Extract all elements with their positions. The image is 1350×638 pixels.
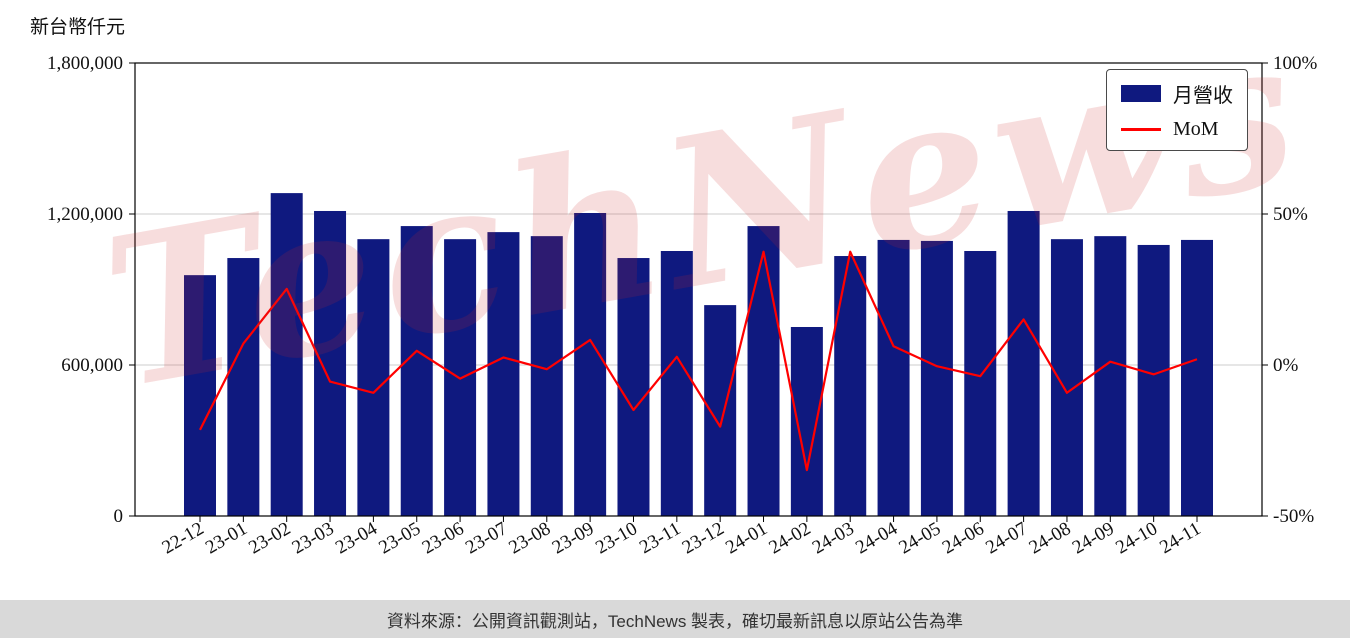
x-tick-label-23-03: 23-03: [289, 518, 338, 558]
legend-item-mom: MoM: [1121, 118, 1233, 141]
legend-label-revenue: 月營收: [1173, 85, 1233, 107]
legend-item-revenue: 月營收: [1121, 79, 1233, 108]
x-tick-label-24-01: 24-01: [722, 518, 771, 558]
x-tick-label-23-02: 23-02: [245, 518, 294, 558]
x-tick-label-23-09: 23-09: [549, 518, 598, 558]
bar-23-10: [617, 258, 650, 516]
bar-23-07: [487, 232, 520, 516]
x-tick-label-23-07: 23-07: [462, 518, 511, 558]
bar-24-07: [1007, 210, 1040, 517]
bar-24-01: [747, 226, 780, 516]
bar-23-04: [357, 239, 390, 516]
bar-24-09: [1094, 236, 1127, 516]
bar-24-11: [1181, 239, 1213, 516]
bar-24-10: [1137, 244, 1170, 516]
bar-24-04: [877, 239, 910, 516]
x-tick-label-23-05: 23-05: [375, 518, 424, 558]
x-tick-label-24-08: 24-08: [1026, 518, 1075, 558]
bar-24-05: [920, 240, 953, 516]
bar-23-08: [530, 236, 563, 516]
source-footer: 資料來源：公開資訊觀測站，TechNews 製表，確切最新訊息以原站公告為準: [0, 600, 1350, 638]
x-tick-label-23-06: 23-06: [419, 518, 468, 558]
bar-23-02: [270, 193, 303, 516]
revenue-mom-chart: 0 600,000 1,200,000 1,800,000 -50% 0% 50% 100% 2…: [47, 53, 1318, 559]
x-tick-label-24-09: 24-09: [1069, 518, 1118, 558]
left-axis-tick-label: 0: [114, 506, 124, 527]
mom-line: [199, 250, 1198, 472]
bar-24-02: [790, 326, 823, 516]
legend-label-mom: MoM: [1173, 118, 1219, 140]
x-tick-label-22-12: 22-12: [159, 518, 208, 558]
x-tick-label-23-08: 23-08: [505, 518, 554, 558]
right-axis-tick-label: 50%: [1273, 204, 1308, 225]
bar-23-01: [227, 258, 260, 516]
y-axis-unit-label: 新台幣仟元: [30, 17, 126, 38]
right-axis-tick-label: 0%: [1273, 355, 1299, 376]
x-tick-label-23-12: 23-12: [679, 518, 728, 558]
bar-23-11: [660, 250, 693, 516]
x-tick-label-23-01: 23-01: [202, 518, 251, 558]
x-tick-label-24-03: 24-03: [809, 518, 858, 558]
x-tick-label-24-10: 24-10: [1112, 518, 1161, 558]
x-tick-label-23-10: 23-10: [592, 518, 641, 558]
x-tick-label-24-02: 24-02: [765, 518, 814, 558]
bar-23-09: [574, 212, 607, 516]
bar-24-06: [964, 250, 997, 516]
x-tick-label-24-05: 24-05: [896, 518, 945, 558]
left-axis-tick-label: 1,200,000: [47, 204, 123, 225]
left-axis-tick-label: 1,800,000: [47, 53, 123, 74]
right-axis-tick-label: 100%: [1273, 53, 1318, 74]
x-tick-label-24-07: 24-07: [982, 518, 1031, 558]
x-tick-label-24-11: 24-11: [1156, 518, 1204, 558]
right-axis-tick-label: -50%: [1273, 506, 1314, 527]
plot-border: [134, 62, 1263, 517]
line-swatch-icon: [1121, 128, 1161, 131]
x-tick-label-24-06: 24-06: [939, 518, 988, 558]
bar-23-05: [400, 226, 433, 516]
x-tick-label-23-11: 23-11: [636, 518, 684, 558]
bar-24-03: [834, 256, 867, 516]
bar-22-12: [184, 275, 216, 516]
legend: 月營收 MoM: [1106, 69, 1248, 151]
x-tick-label-23-04: 23-04: [332, 518, 381, 559]
bar-24-08: [1050, 239, 1083, 516]
bar-23-03: [314, 210, 347, 517]
left-axis-tick-label: 600,000: [61, 355, 123, 376]
bar-swatch-icon: [1121, 85, 1161, 102]
x-tick-label-24-04: 24-04: [852, 518, 901, 559]
